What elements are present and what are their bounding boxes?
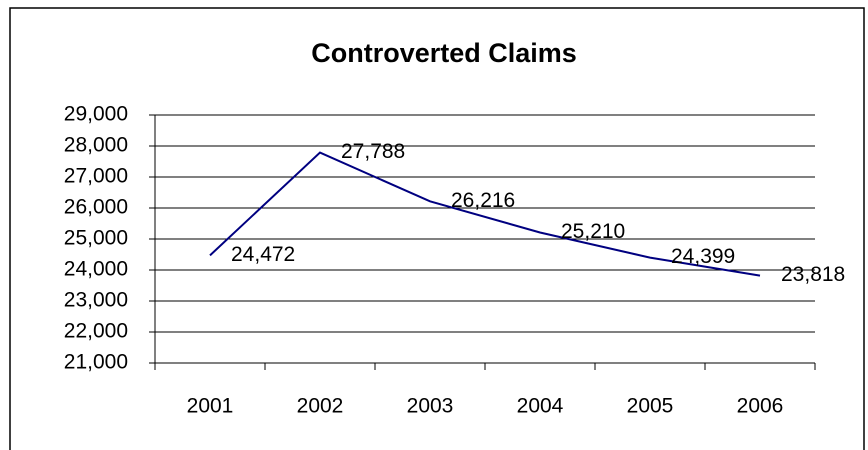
y-tick-label: 26,000 bbox=[64, 196, 128, 219]
chart-frame bbox=[9, 7, 865, 450]
y-tick-label: 22,000 bbox=[64, 320, 128, 343]
y-tick-label: 29,000 bbox=[64, 103, 128, 126]
data-line bbox=[209, 151, 761, 277]
y-tick-label: 28,000 bbox=[64, 134, 128, 157]
y-tick-label: 27,000 bbox=[64, 165, 128, 188]
x-tick-label: 2006 bbox=[737, 395, 784, 418]
y-tick-label: 24,000 bbox=[64, 258, 128, 281]
x-tick-label: 2005 bbox=[627, 395, 674, 418]
data-label: 25,210 bbox=[561, 220, 625, 243]
y-tick-label: 21,000 bbox=[64, 351, 128, 374]
data-label: 24,472 bbox=[231, 243, 295, 266]
x-tick-label: 2004 bbox=[517, 395, 564, 418]
x-tick-label: 2003 bbox=[407, 395, 454, 418]
data-label: 24,399 bbox=[671, 245, 735, 268]
y-tick-label: 23,000 bbox=[64, 289, 128, 312]
chart-title: Controverted Claims bbox=[311, 38, 577, 68]
x-tick-label: 2001 bbox=[187, 395, 234, 418]
y-tick-label: 25,000 bbox=[64, 227, 128, 250]
data-label: 23,818 bbox=[781, 263, 845, 286]
data-label: 26,216 bbox=[451, 189, 515, 212]
data-label: 27,788 bbox=[341, 140, 405, 163]
x-tick-label: 2002 bbox=[297, 395, 344, 418]
